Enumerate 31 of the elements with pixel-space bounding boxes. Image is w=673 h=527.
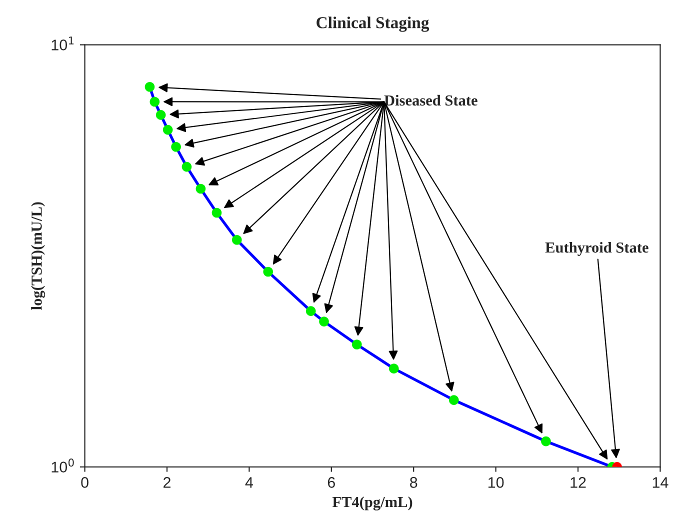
- point: [352, 340, 362, 350]
- annotation: Diseased State: [384, 94, 478, 106]
- chart-title: Clinical Staging: [316, 16, 430, 32]
- point: [306, 306, 316, 316]
- point: [232, 234, 242, 245]
- point: [319, 316, 329, 326]
- point: [541, 436, 551, 446]
- point: [448, 395, 459, 405]
- x-tick-label: 2: [164, 477, 170, 488]
- x-tick-label: 14: [652, 477, 668, 488]
- point: [171, 142, 181, 152]
- y-tick-label: 10$^{1}$: [52, 36, 74, 50]
- x-tick-label: 12: [570, 477, 586, 488]
- point: [263, 266, 274, 277]
- annotation: Euthyroid State: [545, 242, 648, 256]
- point: [212, 208, 222, 218]
- point: [182, 162, 192, 172]
- x-tick-label: 6: [328, 477, 335, 488]
- x-tick-label: 4: [245, 477, 254, 488]
- point: [156, 110, 166, 120]
- x-axis-title: FT4(pg/mL): [332, 496, 412, 510]
- point: [388, 364, 399, 374]
- y-tick-label: 10$^{0}$: [52, 458, 74, 472]
- y-axis-title: log(TSH)(mU/L): [31, 202, 46, 310]
- x-tick-label: 8: [410, 477, 418, 488]
- x-tick-label: 10: [488, 477, 504, 488]
- x-tick-label: 0: [81, 477, 88, 488]
- point: [144, 82, 155, 92]
- point: [150, 96, 160, 107]
- point: [162, 124, 173, 135]
- point: [196, 184, 206, 194]
